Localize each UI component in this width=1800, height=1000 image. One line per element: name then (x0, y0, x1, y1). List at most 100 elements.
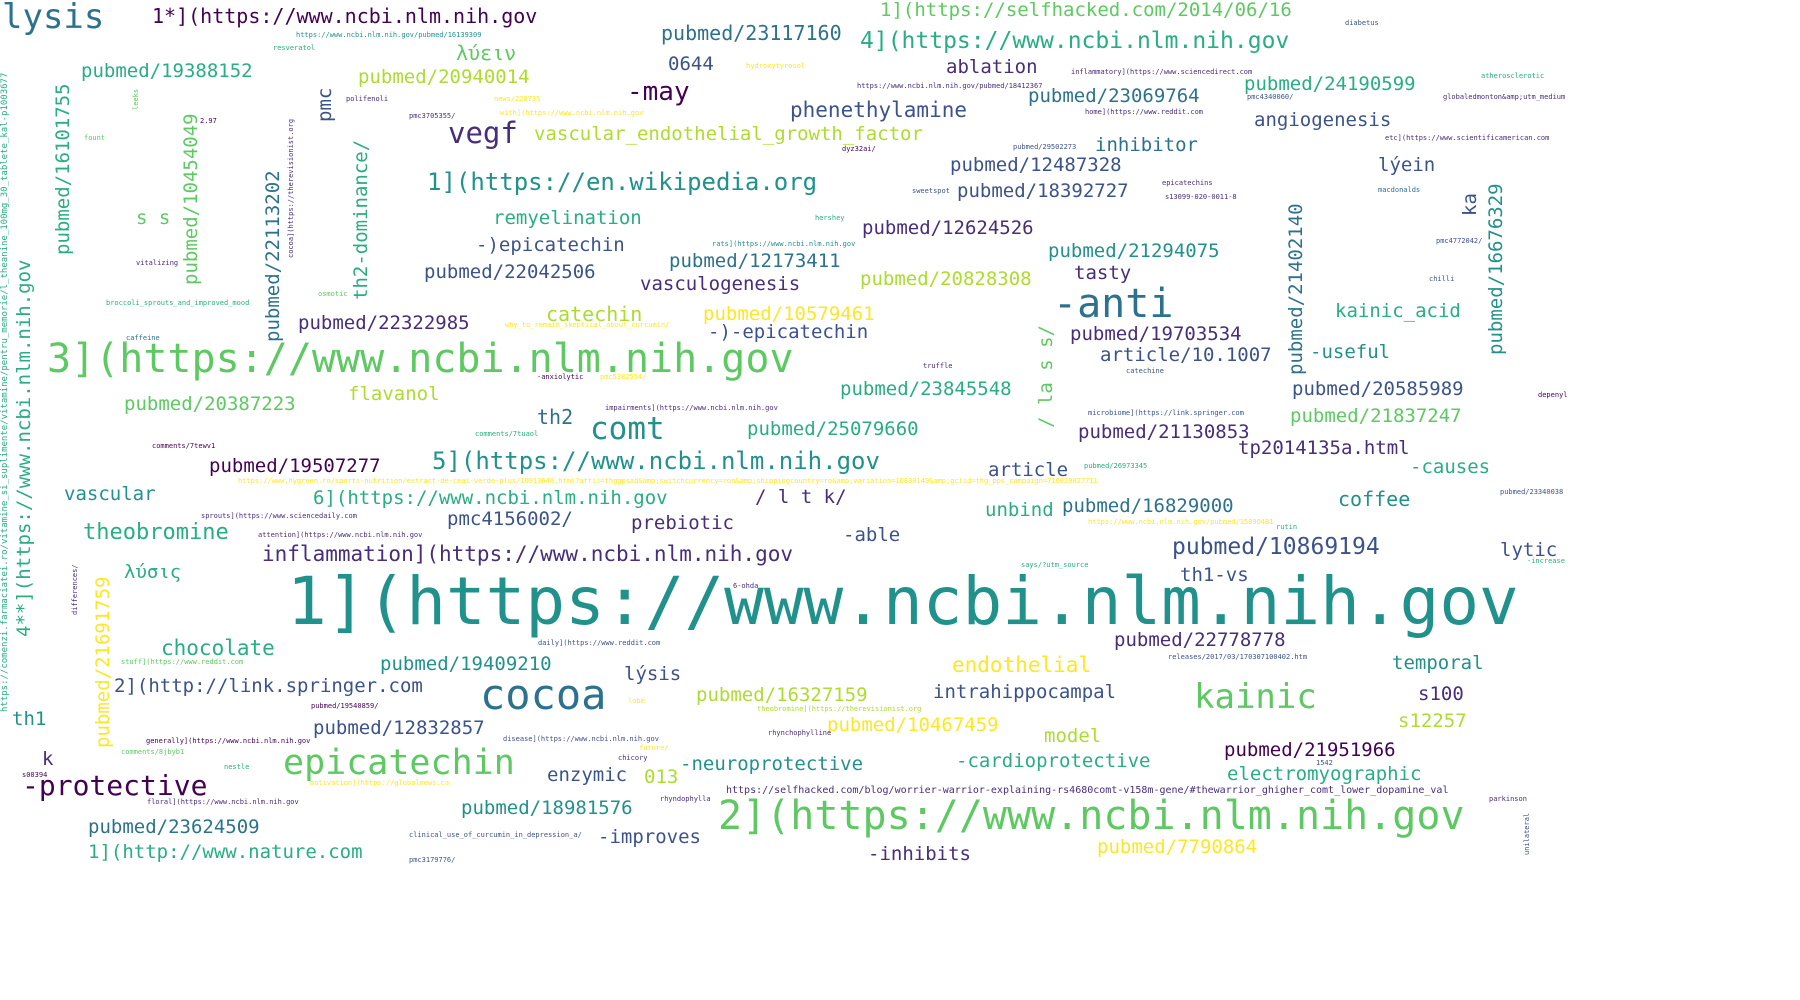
cloud-word: pubmed/16327159 (696, 684, 868, 706)
cloud-word: th1 (12, 708, 47, 730)
cloud-word-small: etc](https://www.scientificamerican.com (1385, 134, 1550, 142)
cloud-word-small: pmc5382554/ (600, 373, 647, 381)
cloud-word: -causes (1410, 456, 1491, 478)
cloud-word-small: epicatechins (1162, 179, 1213, 187)
cloud-word: pubmed/22042506 (424, 261, 596, 283)
cloud-word: -may (627, 77, 690, 107)
cloud-word: unbind (985, 499, 1054, 521)
cloud-word: temporal (1392, 652, 1484, 674)
cloud-word-small: resveratol (273, 44, 316, 52)
cloud-word-vertical: https://comenzi.farmaciatei.ro/vitamine_… (0, 72, 10, 712)
cloud-word: / l t k/ (755, 486, 847, 508)
cloud-word-small: atherosclerotic (1481, 72, 1545, 80)
cloud-word-vertical: pubmed/16676329 (1485, 183, 1507, 355)
cloud-word: pubmed/20940014 (358, 66, 530, 88)
cloud-word-small: sweetspot (912, 187, 950, 195)
cloud-word: vascular (64, 483, 156, 505)
cloud-word-small: -anxiolytic (537, 373, 584, 381)
cloud-word: remyelination (493, 207, 642, 229)
cloud-word: epicatechin (283, 743, 515, 783)
cloud-word-small: pmc4772042/ (1436, 237, 1483, 245)
cloud-word-small: says/?utm_source (1021, 561, 1089, 569)
cloud-word-small: osmotic (318, 290, 348, 298)
cloud-word: vasculogenesis (640, 273, 801, 295)
cloud-word-small: https://www.ncbi.nlm.nih.gov/pubmed/1613… (296, 31, 482, 39)
cloud-word-small: inflammatory](https://www.sciencedirect.… (1071, 68, 1253, 76)
cloud-word: th2 (537, 405, 574, 429)
cloud-word-small: caffeine (126, 334, 160, 342)
cloud-word-small: comments/8jbyb1 (121, 748, 185, 756)
cloud-word-small: clinical_use_of_curcumin_in_depression_a… (409, 831, 582, 839)
cloud-word-small: broccoli_sprouts_and_improved_mood (106, 299, 250, 307)
cloud-word: pubmed/21294075 (1048, 240, 1220, 262)
cloud-word-small: https://www.hygreen.ro/sports-nutrition/… (238, 478, 1098, 485)
cloud-word: pubmed/18392727 (957, 180, 1129, 202)
cloud-word-vertical: pmc (314, 87, 336, 122)
cloud-word-small: hershey (815, 214, 845, 222)
cloud-word-vertical: pubmed/21402140 (1285, 203, 1307, 375)
cloud-word: -improves (598, 826, 701, 848)
cloud-word-small: impairments](https://www.ncbi.nlm.nih.go… (605, 404, 778, 412)
cloud-word-small: generally](https://www.ncbi.nlm.nih.gov (146, 737, 311, 745)
cloud-word: 2](http://link.springer.com (114, 675, 423, 697)
cloud-word: vegf (448, 116, 518, 150)
cloud-word: 3](https://www.ncbi.nlm.nih.gov (47, 336, 794, 382)
cloud-word: intrahippocampal (933, 681, 1117, 703)
cloud-word: λύειν (456, 41, 517, 65)
cloud-word: -)-epicatechin (708, 321, 869, 343)
cloud-word-vertical: pubmed/10454049 (180, 113, 202, 285)
cloud-word: 1](https://en.wikipedia.org (427, 168, 818, 196)
cloud-word-small: s00394 (22, 771, 48, 779)
cloud-word-small: disease](https://www.ncbi.nlm.nih.gov (503, 735, 659, 743)
cloud-word: pubmed/19409210 (380, 653, 552, 675)
cloud-word-small: pubmed/19540859/ (311, 702, 379, 710)
cloud-word: pubmed/19507277 (209, 455, 381, 477)
cloud-word: -inhibits (868, 843, 971, 865)
cloud-word-small: leeks (132, 88, 140, 110)
cloud-word: cocoa (480, 670, 607, 719)
cloud-word: pubmed/25079660 (747, 418, 919, 440)
cloud-word-small: macdonalds (1378, 186, 1421, 194)
cloud-word: pubmed/7790864 (1097, 836, 1258, 858)
cloud-word-vertical: th2-dominance/ (350, 139, 372, 300)
cloud-word: 1*](https://www.ncbi.nlm.nih.gov (152, 4, 538, 28)
cloud-word-small: why_to_remain_skeptical_about_curcumin/ (505, 321, 670, 329)
cloud-word: ablation (946, 56, 1038, 78)
cloud-word: https://selfhacked.com/blog/worrier-warr… (726, 785, 1449, 796)
cloud-word-small: future/ (639, 744, 669, 752)
cloud-word-small: motivation](https://globalnews.ca (310, 779, 450, 787)
cloud-word-vertical: / la s s/ (1035, 325, 1057, 428)
cloud-word-small: theobromine](https://therevisionist.org (757, 705, 922, 713)
cloud-word: pubmed/12624526 (862, 217, 1034, 239)
cloud-word-small: polifenoli (346, 95, 389, 103)
cloud-word: 4](https://www.ncbi.nlm.nih.gov (860, 28, 1290, 54)
cloud-word-vertical: ka (1459, 193, 1481, 216)
cloud-word-small: chilli (1429, 275, 1455, 283)
cloud-word-small: sprouts](https://www.sciencedaily.com (201, 512, 357, 520)
cloud-word: pubmed/10579461 (703, 303, 875, 325)
cloud-word-small: pubmed/26973345 (1084, 462, 1148, 470)
cloud-word-small: rutin (1276, 523, 1298, 531)
cloud-word-small: attention](https://www.ncbi.nlm.nih.gov (258, 531, 423, 539)
cloud-word-small: pubmed/23340038 (1500, 488, 1564, 496)
cloud-word: λύσις (124, 561, 182, 583)
cloud-word: flavanol (348, 383, 440, 405)
cloud-word-vertical: pubmed/21691759 (92, 576, 114, 748)
cloud-word: prebiotic (631, 512, 734, 534)
cloud-word-small: https://www.ncbi.nlm.nih.gov/pubmed/1589… (1088, 518, 1274, 526)
cloud-word: 6](https://www.ncbi.nlm.nih.gov (313, 487, 668, 509)
cloud-word-small: 6-ohda (733, 582, 759, 590)
cloud-word: pubmed/23845548 (840, 378, 1012, 400)
cloud-word-small: rhynchophylline (768, 729, 832, 737)
cloud-word-small: truffle (923, 362, 953, 370)
cloud-word-small: -increase (1527, 557, 1565, 565)
cloud-word-small: parkinson (1489, 795, 1527, 803)
cloud-word: tasty (1074, 262, 1132, 284)
cloud-word: article (988, 459, 1069, 481)
cloud-word: article/10.1007 (1100, 344, 1272, 366)
cloud-word-small: stuff](https://www.reddit.com (121, 658, 244, 666)
cloud-word: pubmed/24190599 (1244, 73, 1416, 95)
cloud-word: pubmed/23117160 (661, 21, 842, 45)
cloud-word-small: news/228735 (494, 95, 541, 103)
cloud-word-small: rats](https://www.ncbi.nlm.nih.gov (712, 240, 856, 248)
